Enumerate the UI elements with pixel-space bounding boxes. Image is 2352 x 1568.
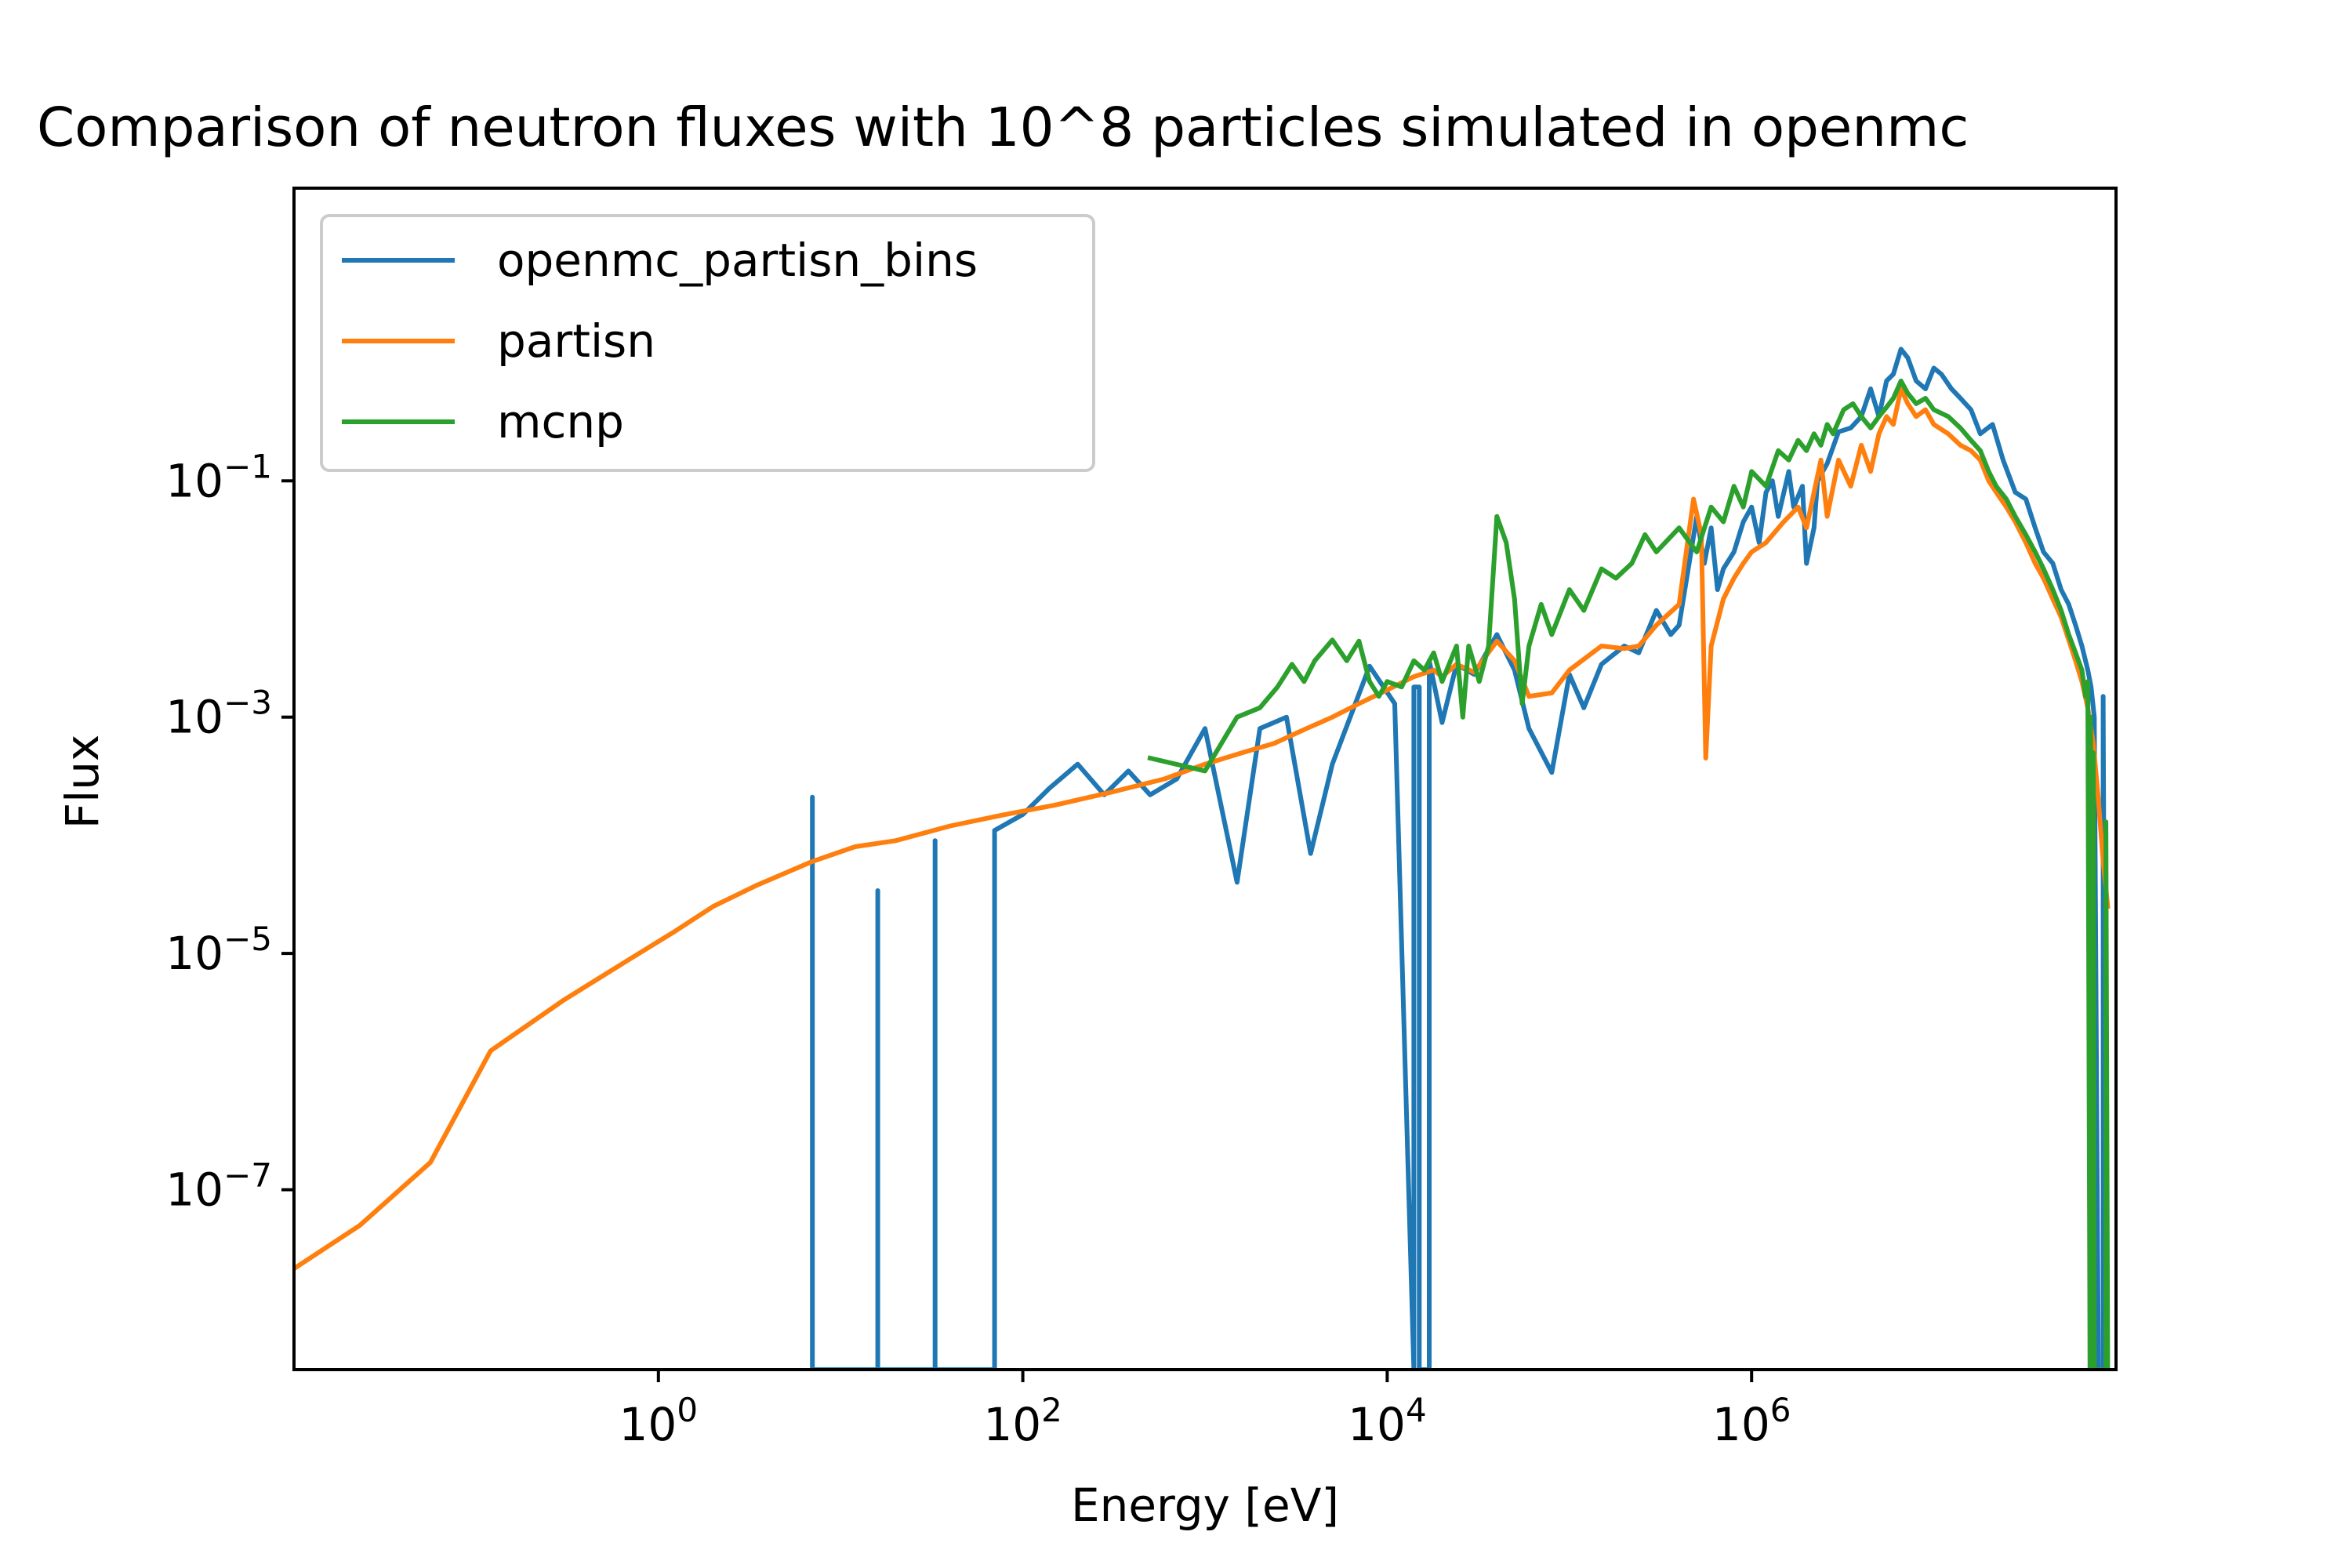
y-tick-label: 10−5 (165, 920, 272, 980)
series-line-partisn (294, 387, 2111, 1272)
x-tick-label: 104 (1348, 1391, 1427, 1451)
series-layer (294, 347, 2111, 1370)
y-tick-label: 10−3 (165, 684, 272, 744)
legend-box (320, 214, 1095, 472)
x-tick-label: 102 (983, 1391, 1062, 1451)
series-line-openmc_partisn_bins (810, 347, 2109, 1370)
x-tick-label: 100 (619, 1391, 699, 1451)
x-axis-ticks: 100 102 104 106 (619, 1370, 1791, 1451)
y-tick-label: 10−7 (165, 1156, 272, 1217)
y-axis-ticks: 10−1 10−3 10−5 10−7 (165, 447, 294, 1217)
legend-label-mcnp: mcnp (497, 395, 624, 448)
y-tick-label: 10−1 (165, 447, 272, 507)
y-axis-label: Flux (56, 735, 109, 829)
chart-title: Comparison of neutron fluxes with 10^8 p… (37, 96, 1969, 159)
plot-frame (292, 187, 2118, 1371)
legend-label-openmc_partisn_bins: openmc_partisn_bins (497, 234, 978, 287)
x-axis-label: Energy [eV] (1071, 1479, 1339, 1532)
series-line-mcnp (1147, 378, 2111, 1370)
x-tick-label: 106 (1712, 1391, 1791, 1451)
legend-label-partisn: partisn (497, 314, 655, 368)
